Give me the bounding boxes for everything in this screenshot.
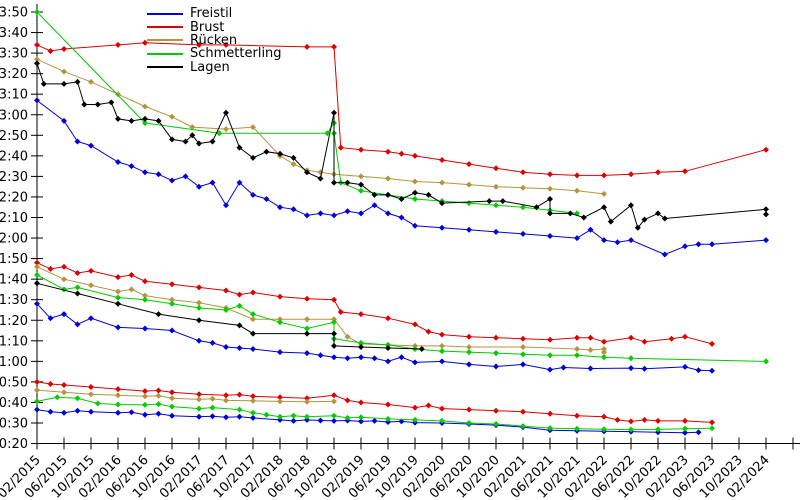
series-line — [36, 63, 767, 229]
legend-item-brust: Brust — [147, 19, 282, 35]
series-markers — [34, 272, 769, 365]
series-lagen-100m — [34, 280, 425, 352]
series-freistil-50m — [34, 406, 702, 436]
y-tick-label: 0:20 — [0, 437, 28, 452]
series-markers — [34, 259, 715, 347]
series-brust-100m — [34, 259, 715, 347]
y-tick-label: 2:00 — [0, 232, 28, 247]
series-rücken-100m — [34, 263, 607, 356]
y-tick-label: 2:10 — [0, 211, 28, 226]
y-tick-label: 0:40 — [0, 396, 28, 411]
x-axis-ticks: 02/201506/201510/201502/201606/201610/20… — [0, 437, 794, 500]
plot-area — [34, 9, 769, 436]
y-tick-label: 3:40 — [0, 26, 28, 41]
axis-lines — [36, 4, 800, 444]
series-line — [36, 282, 422, 350]
series-markers — [34, 387, 337, 405]
series-line — [36, 389, 335, 403]
y-tick-label: 1:50 — [0, 252, 28, 267]
legend-line-swatch-brust — [147, 26, 183, 29]
y-tick-label: 2:20 — [0, 190, 28, 205]
legend-line-swatch-freistil — [147, 12, 183, 15]
y-tick-label: 0:30 — [0, 417, 28, 432]
series-markers — [34, 60, 769, 231]
legend-line-swatch-schmetterling — [147, 52, 183, 55]
legend-item-ruecken: Rücken — [147, 34, 282, 47]
chart-legend: Freistil Brust Rücken Schmetterling Lage… — [147, 7, 282, 74]
series-markers — [34, 300, 715, 374]
y-tick-label: 3:20 — [0, 67, 28, 82]
legend-item-schmetterling: Schmetterling — [147, 47, 282, 60]
legend-label-schmetterling: Schmetterling — [190, 46, 282, 62]
legend-line-swatch-lagen — [147, 66, 183, 69]
y-tick-label: 2:30 — [0, 170, 28, 185]
series-rücken-200m — [34, 56, 607, 197]
y-tick-label: 1:40 — [0, 273, 28, 288]
series-rücken-50m — [34, 387, 337, 405]
legend-label-brust: Brust — [190, 19, 225, 35]
series-freistil-200m — [34, 97, 769, 258]
y-tick-label: 1:10 — [0, 334, 28, 349]
y-tick-label: 2:40 — [0, 149, 28, 164]
series-line — [36, 266, 605, 353]
series-freistil-100m — [34, 300, 715, 374]
y-tick-label: 3:30 — [0, 47, 28, 62]
series-schmetterling-50m — [34, 394, 715, 433]
series-line — [36, 58, 605, 195]
series-brust-50m — [34, 378, 715, 426]
series-line — [36, 274, 767, 362]
legend-label-ruecken: Rücken — [190, 32, 238, 48]
legend-label-freistil: Freistil — [190, 6, 233, 22]
y-tick-label: 2:50 — [0, 129, 28, 144]
y-axis-ticks: 0:20 0:30 0:40 0:50 1:00 1:10 1:20 1:30 1:40 1:50… — [0, 6, 43, 452]
series-line — [36, 381, 713, 423]
axes — [36, 4, 800, 444]
y-tick-label: 0:50 — [0, 375, 28, 390]
y-tick-label: 3:10 — [0, 88, 28, 103]
legend-item-freistil: Freistil — [147, 7, 282, 20]
y-tick-label: 1:20 — [0, 314, 28, 329]
legend-label-lagen: Lagen — [190, 59, 230, 75]
legend-item-lagen: Lagen — [147, 61, 282, 74]
series-line — [36, 262, 713, 345]
legend-line-swatch-ruecken — [147, 39, 183, 42]
y-tick-label: 3:00 — [0, 108, 28, 123]
series-brust-200m — [34, 39, 769, 179]
series-markers — [34, 39, 769, 179]
series-lagen-200m — [34, 60, 769, 231]
series-schmetterling-100m — [34, 272, 769, 365]
y-tick-label: 3:50 — [0, 6, 28, 21]
y-tick-label: 1:30 — [0, 293, 28, 308]
y-tick-label: 1:00 — [0, 355, 28, 370]
